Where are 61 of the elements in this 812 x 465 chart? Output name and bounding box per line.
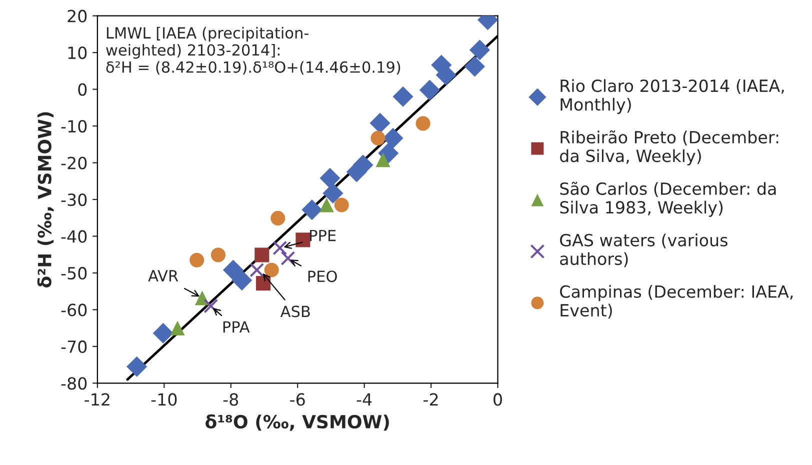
y-tick-label: -80: [61, 377, 87, 390]
point: [464, 56, 486, 77]
point: [382, 128, 404, 148]
point: [296, 232, 310, 248]
point: [210, 248, 226, 262]
point: [190, 252, 204, 268]
legend-label: Ribeirão Preto (December: da Silva, Weekly): [560, 130, 778, 166]
point: [322, 182, 344, 204]
y-tick-label: -40: [61, 230, 87, 243]
point: [152, 322, 174, 344]
point: [272, 240, 288, 256]
point: [126, 356, 148, 377]
annotation: PPA: [223, 321, 250, 332]
y-axis-title: δ²H (‰, VSMOW): [37, 112, 54, 288]
annotation: ASB: [280, 306, 310, 318]
point: [264, 262, 279, 278]
annotation: δ²H = (8.42±0.19).δ¹⁸O+(14.46±0.19): [106, 61, 400, 75]
annotation: PEO: [308, 270, 337, 282]
x-tick-label: -4: [356, 393, 372, 406]
y-tick-label: 0: [78, 83, 87, 96]
point: [334, 198, 349, 212]
point: [370, 130, 386, 146]
y-tick-label: -50: [61, 266, 87, 280]
x-tick-label: -6: [290, 393, 305, 406]
y-tick-label: -30: [61, 193, 87, 206]
x-tick-label: 0: [494, 393, 502, 406]
point: [469, 40, 490, 60]
point: [232, 270, 252, 291]
y-tick-label: 10: [68, 46, 87, 60]
point: [204, 298, 218, 314]
annotation: LMWL [IAEA (precipitation-weighted) 2103-2014]:: [106, 26, 308, 59]
x-tick-label: -12: [84, 393, 110, 406]
point: [320, 168, 340, 188]
x-tick-label: -2: [424, 393, 438, 406]
point: [416, 116, 430, 131]
legend-label: GAS waters (various authors): [560, 234, 728, 268]
annotation: AVR: [148, 270, 178, 282]
y-tick-label: 20: [68, 10, 87, 22]
y-tick-label: -10: [61, 120, 87, 133]
legend-label: Campinas (December: IAEA, Event): [560, 285, 793, 319]
x-tick-label: -10: [151, 393, 177, 406]
point: [170, 320, 185, 336]
legend-label: Rio Claro 2013-2014 (IAEA, Monthly): [560, 79, 784, 114]
point: [319, 198, 334, 212]
y-tick-label: -60: [61, 304, 87, 316]
x-axis-title: δ¹⁸O (‰, VSMOW): [206, 414, 389, 431]
point: [270, 210, 286, 226]
point: [419, 80, 440, 100]
point: [302, 199, 322, 220]
point: [250, 262, 264, 278]
point: [280, 251, 296, 266]
x-tick-label: -8: [223, 393, 238, 406]
point: [370, 112, 390, 134]
legend-label: São Carlos (December: da Silva 1983, Weekly): [560, 182, 776, 217]
y-tick-label: -20: [61, 156, 87, 170]
annotation: PPE: [310, 230, 336, 242]
point: [222, 260, 244, 280]
point: [392, 86, 414, 107]
point: [254, 248, 270, 262]
y-tick-label: -70: [61, 340, 87, 353]
point: [256, 276, 271, 291]
